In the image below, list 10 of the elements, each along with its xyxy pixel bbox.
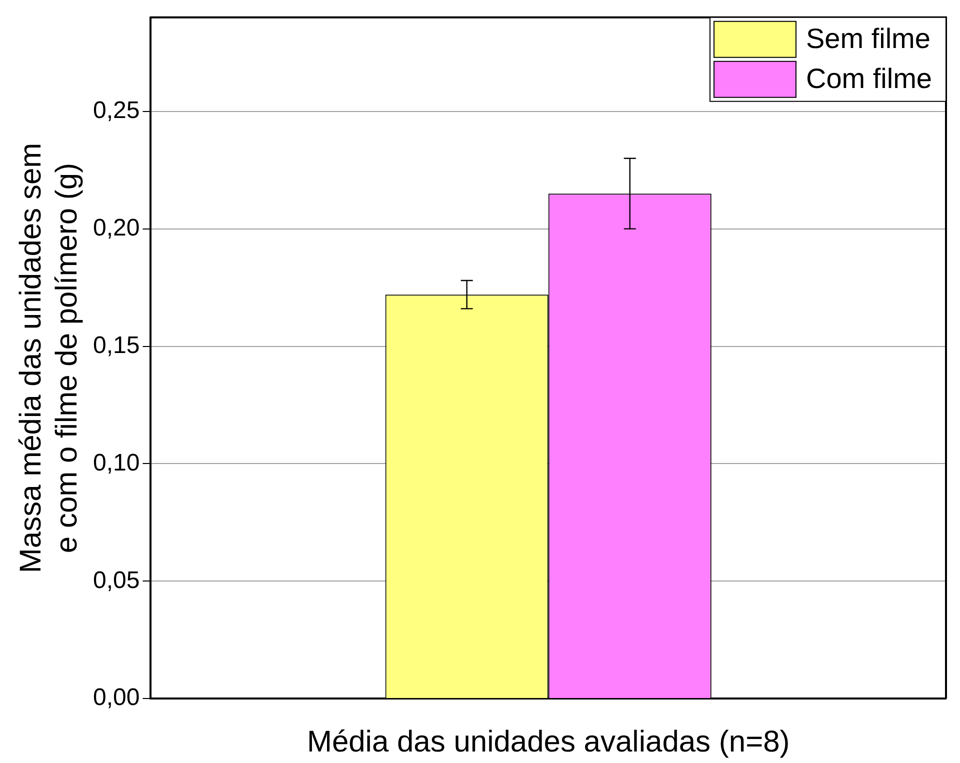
y-axis-title: Massa média das unidades sem e com o filme de polímero (g)	[14, 142, 84, 574]
y-tick-label: 0,05	[92, 566, 140, 594]
legend-label: Sem filme	[806, 23, 930, 54]
x-axis-title: Média das unidades avaliadas (n=8)	[306, 725, 790, 758]
y-tick-label: 0,10	[92, 449, 140, 476]
y-tick-label: 0,15	[92, 332, 140, 359]
y-tick-label: 0,20	[92, 214, 140, 242]
legend-label: Com filme	[806, 63, 932, 94]
y-tick-label: 0,00	[92, 684, 140, 712]
y-tick-label: 0,25	[92, 96, 140, 124]
